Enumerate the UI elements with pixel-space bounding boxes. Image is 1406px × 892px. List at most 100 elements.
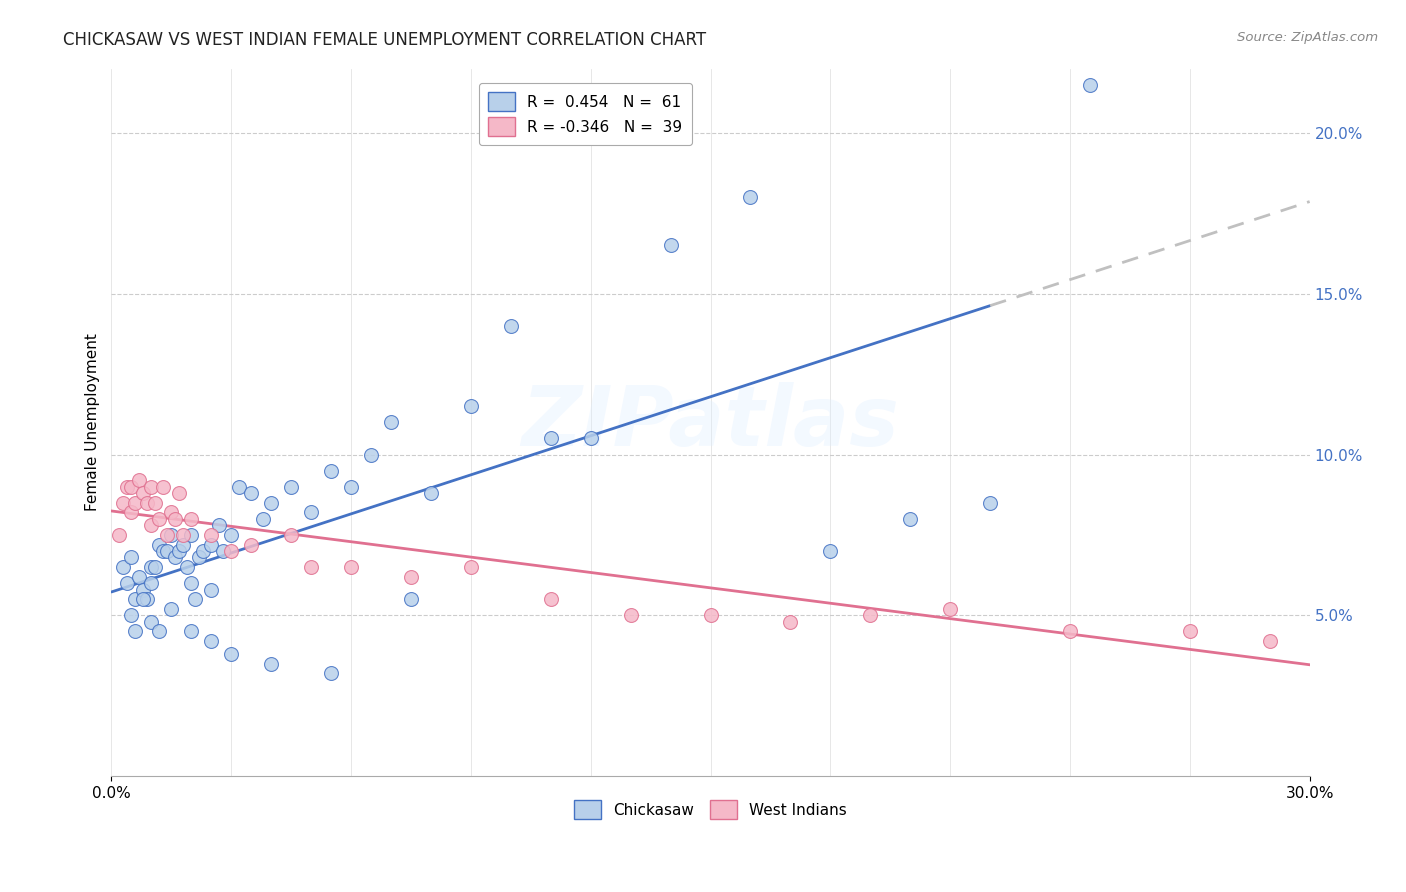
- Point: [219, 544, 242, 558]
- Point: [141, 615, 163, 629]
- Point: [779, 615, 801, 629]
- Point: [156, 528, 179, 542]
- Point: [1178, 624, 1201, 639]
- Point: [280, 528, 302, 542]
- Point: [156, 544, 179, 558]
- Point: [219, 647, 242, 661]
- Point: [132, 486, 155, 500]
- Point: [979, 496, 1001, 510]
- Point: [132, 592, 155, 607]
- Point: [200, 582, 222, 597]
- Point: [208, 518, 231, 533]
- Point: [136, 496, 159, 510]
- Point: [120, 505, 142, 519]
- Point: [939, 602, 962, 616]
- Point: [193, 544, 215, 558]
- Point: [148, 512, 170, 526]
- Point: [540, 432, 562, 446]
- Point: [260, 657, 283, 671]
- Point: [152, 480, 174, 494]
- Point: [180, 512, 202, 526]
- Point: [898, 512, 921, 526]
- Point: [299, 560, 322, 574]
- Point: [112, 560, 135, 574]
- Text: Source: ZipAtlas.com: Source: ZipAtlas.com: [1237, 31, 1378, 45]
- Point: [112, 496, 135, 510]
- Point: [141, 576, 163, 591]
- Point: [169, 544, 191, 558]
- Point: [165, 550, 187, 565]
- Point: [124, 496, 146, 510]
- Point: [117, 576, 139, 591]
- Point: [219, 528, 242, 542]
- Point: [180, 624, 202, 639]
- Point: [117, 480, 139, 494]
- Point: [280, 480, 302, 494]
- Point: [399, 592, 422, 607]
- Point: [180, 576, 202, 591]
- Point: [740, 190, 762, 204]
- Point: [169, 486, 191, 500]
- Point: [128, 473, 150, 487]
- Point: [124, 624, 146, 639]
- Point: [252, 512, 274, 526]
- Point: [180, 528, 202, 542]
- Point: [1319, 624, 1341, 639]
- Point: [120, 550, 142, 565]
- Point: [200, 528, 222, 542]
- Point: [360, 448, 382, 462]
- Point: [659, 238, 682, 252]
- Point: [228, 480, 250, 494]
- Point: [141, 560, 163, 574]
- Point: [240, 538, 263, 552]
- Point: [200, 634, 222, 648]
- Point: [120, 608, 142, 623]
- Point: [1059, 624, 1081, 639]
- Point: [120, 480, 142, 494]
- Point: [160, 528, 183, 542]
- Point: [859, 608, 882, 623]
- Point: [141, 518, 163, 533]
- Point: [212, 544, 235, 558]
- Point: [176, 560, 198, 574]
- Point: [699, 608, 721, 623]
- Point: [420, 486, 443, 500]
- Point: [128, 570, 150, 584]
- Point: [1078, 78, 1101, 92]
- Point: [172, 528, 194, 542]
- Point: [399, 570, 422, 584]
- Point: [460, 560, 482, 574]
- Y-axis label: Female Unemployment: Female Unemployment: [86, 334, 100, 511]
- Point: [148, 624, 170, 639]
- Point: [172, 538, 194, 552]
- Point: [460, 399, 482, 413]
- Point: [340, 480, 363, 494]
- Point: [160, 602, 183, 616]
- Point: [260, 496, 283, 510]
- Point: [124, 592, 146, 607]
- Point: [132, 582, 155, 597]
- Point: [152, 544, 174, 558]
- Point: [540, 592, 562, 607]
- Point: [820, 544, 842, 558]
- Point: [108, 528, 131, 542]
- Point: [141, 480, 163, 494]
- Point: [1258, 634, 1281, 648]
- Point: [148, 538, 170, 552]
- Text: ZIPatlas: ZIPatlas: [522, 382, 900, 463]
- Point: [499, 318, 522, 333]
- Point: [340, 560, 363, 574]
- Point: [579, 432, 602, 446]
- Point: [136, 592, 159, 607]
- Point: [319, 464, 342, 478]
- Point: [143, 560, 166, 574]
- Point: [184, 592, 207, 607]
- Point: [240, 486, 263, 500]
- Point: [143, 496, 166, 510]
- Point: [620, 608, 643, 623]
- Point: [299, 505, 322, 519]
- Point: [380, 415, 402, 429]
- Text: CHICKASAW VS WEST INDIAN FEMALE UNEMPLOYMENT CORRELATION CHART: CHICKASAW VS WEST INDIAN FEMALE UNEMPLOY…: [63, 31, 706, 49]
- Point: [188, 550, 211, 565]
- Point: [319, 666, 342, 681]
